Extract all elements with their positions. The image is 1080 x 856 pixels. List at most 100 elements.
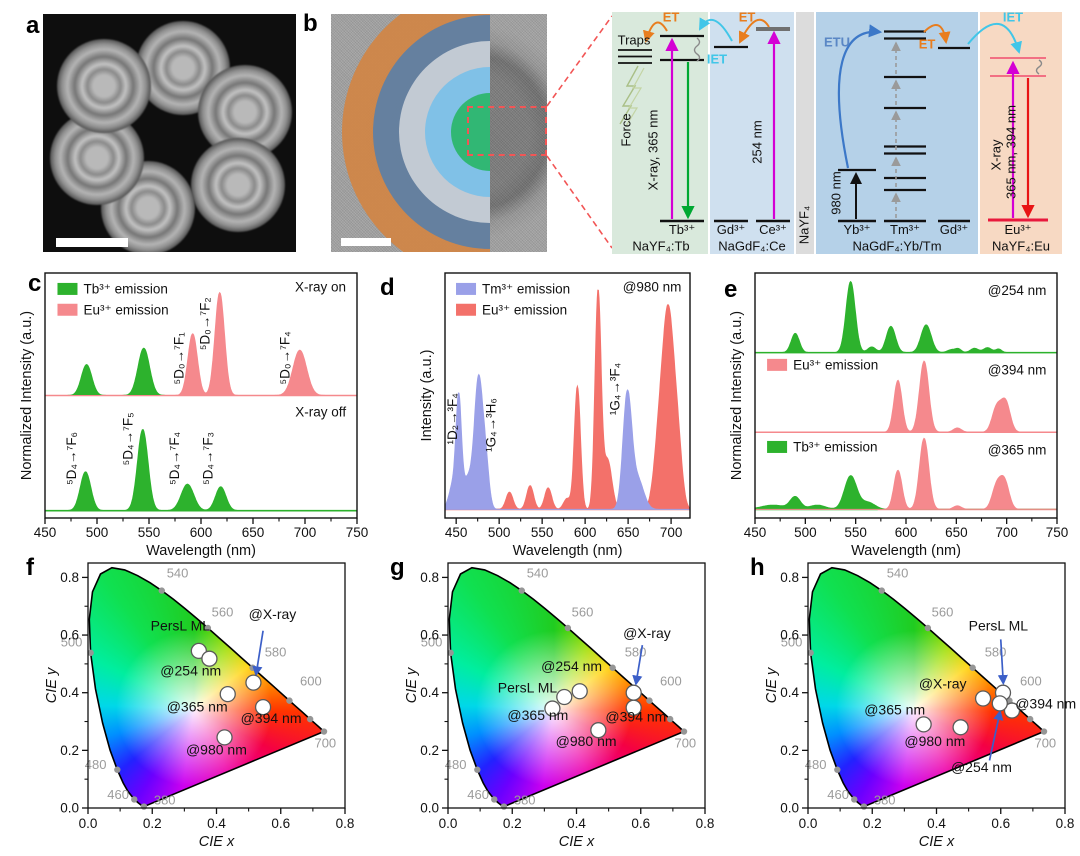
y-tick-label: 0.0	[60, 801, 79, 816]
tb-ion-label: Tb³⁺	[668, 222, 696, 237]
zoom-connector-lines	[546, 15, 613, 249]
tb-levels	[660, 34, 704, 223]
emission-trace	[755, 360, 1057, 433]
yb-ion-label: Yb³⁺	[843, 222, 871, 237]
annotation: ¹G₄→³H₆	[484, 398, 499, 452]
tem-image-a	[43, 14, 296, 252]
tm-ion-label: Tm³⁺	[890, 222, 920, 237]
etu-arc	[837, 24, 883, 169]
locus-wavelength-label: 480	[445, 757, 467, 772]
locus-dot	[131, 796, 138, 803]
legend-swatch	[456, 282, 477, 295]
spectral-locus	[448, 566, 686, 808]
locus-dot	[834, 766, 841, 773]
annotation: ⁵D₄→⁷F₆	[64, 432, 79, 485]
locus-dot	[807, 649, 814, 657]
locus-dot	[158, 587, 165, 594]
x-axis-label: CIE x	[559, 834, 595, 850]
x-tick-label: 0.0	[799, 816, 818, 831]
emission-trace	[44, 429, 357, 512]
x-tick-label: 600	[574, 525, 597, 540]
x-tick-label: 700	[660, 525, 683, 540]
y-axis-label: CIE y	[764, 667, 780, 703]
x-tick-label: 0.2	[143, 816, 162, 831]
ybtm-host-label: NaGdF₄:Yb/Tm	[852, 238, 942, 254]
legend-item: Eu³⁺ emission	[793, 357, 878, 372]
annotation: ⁵D₄→⁷F₃	[200, 432, 215, 485]
spectrum-chart-c: 450 500 550 600 650 700 750 Wavelength (nm) Norm…	[19, 272, 368, 559]
x-tick-label: 700	[294, 525, 317, 540]
x-tick-label: 0.2	[503, 816, 522, 831]
cie-label: @X-ray	[623, 625, 671, 641]
x-tick-label: 0.0	[439, 816, 458, 831]
locus-wavelength-label: 580	[985, 645, 1007, 660]
panel-letter-g: g	[390, 554, 405, 581]
panel-letter-f: f	[26, 554, 34, 581]
locus-wavelength-label: 380	[154, 793, 176, 808]
x-axis-label: Wavelength (nm)	[513, 543, 623, 559]
legend-swatch	[767, 358, 788, 371]
x-tick-label: 500	[488, 525, 511, 540]
energy-level-diagram	[618, 17, 1048, 223]
iet-arc	[967, 23, 1022, 54]
et-label: ET	[738, 9, 756, 25]
annotation: X-ray off	[295, 404, 346, 419]
y-tick-label: 0.0	[780, 801, 799, 816]
annotation: X-ray on	[295, 279, 346, 294]
nanoparticle	[57, 39, 151, 133]
cie-label: PersL ML	[151, 618, 211, 634]
et-label: ET	[662, 9, 680, 25]
cie-label: @980 nm	[556, 733, 617, 749]
x-tick-label: 0.8	[696, 816, 715, 831]
locus-wavelength-label: 500	[421, 635, 443, 650]
locus-wavelength-label: 560	[572, 604, 594, 619]
x-axis-label: CIE x	[199, 834, 235, 850]
force-label: Force	[618, 113, 634, 147]
x-tick-label: 0.4	[927, 816, 946, 831]
locus-dot	[114, 766, 121, 773]
x-tick-label: 650	[945, 525, 968, 540]
locus-wavelength-label: 560	[212, 604, 234, 619]
xray-365-label: X-ray, 365 nm	[645, 109, 661, 191]
locus-dot	[306, 715, 314, 723]
emission-trace	[45, 291, 357, 396]
locus-wavelength-label: 600	[660, 674, 682, 689]
locus-wavelength-label: 480	[805, 757, 827, 772]
x-axis-label: Wavelength (nm)	[146, 543, 256, 559]
cie-label: @X-ray	[249, 606, 297, 622]
et-arc	[923, 23, 951, 44]
x-tick-label: 0.0	[79, 816, 98, 831]
legend-swatch	[57, 282, 78, 295]
x-tick-label: 0.6	[991, 816, 1010, 831]
annotation: ⁵D₀→⁷F₄	[277, 331, 292, 384]
eu-xray-label: X-ray	[988, 139, 1004, 171]
y-tick-label: 0.6	[60, 628, 79, 643]
x-tick-label: 0.6	[271, 816, 290, 831]
y-tick-label: 0.4	[60, 685, 79, 700]
y-axis-label: Normalized Intensity (a.u.)	[19, 311, 35, 480]
legend-item: Tm³⁺ emission	[482, 281, 570, 296]
annotation-arrow	[252, 630, 264, 677]
locus-dot	[564, 624, 572, 632]
gd-ion-label: Gd³⁺	[939, 222, 969, 237]
locus-wavelength-label: 700	[674, 735, 696, 750]
y-tick-label: 0.6	[780, 628, 799, 643]
x-tick-label: 550	[531, 525, 554, 540]
locus-dot	[924, 624, 932, 632]
legend-item: Eu³⁺ emission	[482, 302, 567, 317]
x-tick-label: 750	[1046, 525, 1069, 540]
spectrum-chart-e: 450 500 550 600 650 700 750 Wavelength (nm) Norm…	[729, 272, 1069, 559]
emission-trace	[755, 280, 1057, 354]
spectral-locus	[88, 566, 326, 808]
cie-label: @394 nm	[1015, 696, 1076, 712]
y-tick-label: 0.8	[60, 570, 79, 585]
locus-dot	[646, 697, 653, 704]
x-tick-label: 0.8	[1056, 816, 1075, 831]
scale-bar	[56, 238, 128, 247]
legend-item: Tb³⁺ emission	[793, 439, 877, 454]
core-shell-schematic	[331, 14, 490, 252]
nm980-label: 980 nm	[828, 171, 844, 215]
relaxation-squiggle-icon	[1035, 59, 1043, 75]
cie-point	[974, 690, 992, 707]
